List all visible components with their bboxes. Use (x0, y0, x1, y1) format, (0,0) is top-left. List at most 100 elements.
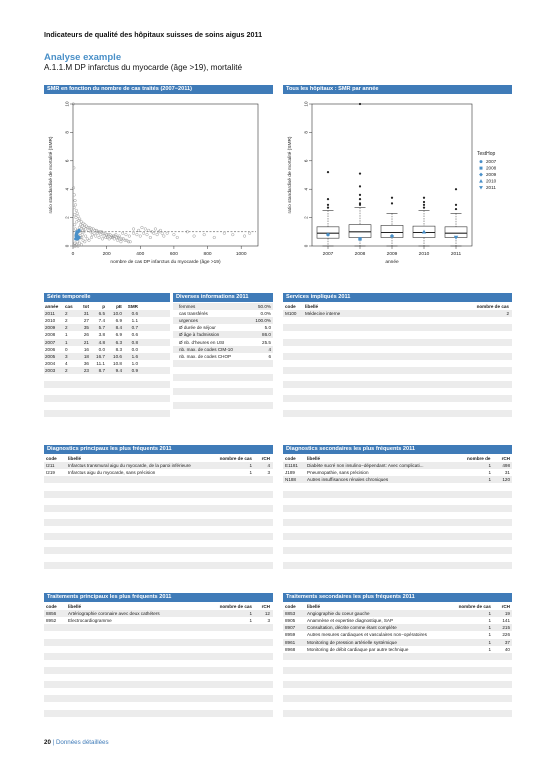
scatter-point (72, 166, 76, 170)
y-tick-label: 4 (304, 187, 309, 190)
table-cell: 27 (83, 318, 89, 324)
scatter-point (140, 225, 144, 230)
outlier-point (422, 200, 426, 204)
table-cell: 36 (83, 360, 89, 366)
scatter-point (84, 224, 89, 228)
scatter-point (72, 244, 76, 248)
column-header: nombre de cas (219, 456, 252, 461)
table-cell: I211 (46, 463, 55, 469)
table-cell: 8952 (46, 618, 57, 624)
outlier-point (454, 188, 458, 191)
table-row (44, 388, 170, 395)
scatter-point (78, 241, 82, 245)
scatter-point (100, 237, 104, 241)
scatter-point (231, 233, 235, 237)
table-cell: 1 (488, 639, 491, 645)
table-row (44, 518, 273, 526)
scatter-point (80, 224, 84, 228)
scatter-point (114, 233, 118, 237)
table-header-row: code libellé nombre de cas rCH (44, 603, 273, 610)
column-header: libellé (307, 456, 321, 461)
table-row (283, 483, 512, 490)
box (316, 226, 340, 239)
table-cell: 8907 (285, 625, 296, 631)
table-cell: 31 (504, 470, 510, 476)
scatter-point (90, 233, 94, 237)
table-row (283, 540, 512, 547)
table-cell: 1 (488, 646, 491, 652)
box (348, 224, 372, 238)
scatter-point (108, 233, 112, 237)
x-tick-label: 600 (170, 251, 178, 257)
table-row: 8856 Artériographie coronaire avec deux c… (44, 610, 273, 618)
outlier-point (326, 206, 330, 209)
table-header-row: code libellé nombre de cas rCH (283, 603, 512, 610)
scatter-point (89, 230, 93, 234)
serie-panel-title: Série temporelle (44, 293, 170, 302)
table-header-row: code libellé nombre de cas rCH (283, 455, 512, 462)
table-cell: Infarctus transmural aigu du myocarde, d… (68, 463, 191, 469)
table-cell: 8905 (285, 618, 296, 624)
scatter-point (175, 235, 179, 240)
page-footer: 20 | Données détaillées (44, 739, 109, 746)
table-row (283, 660, 512, 667)
scatter-point (73, 199, 77, 203)
table-row (283, 490, 512, 498)
table-row: M100 Médecine interne 2 (283, 310, 512, 318)
outlier-point (422, 196, 426, 199)
table-cell: Diabète sucré non insulino−dépendant: Av… (307, 463, 424, 469)
table-cell: 0.0 (98, 346, 105, 352)
table-cell: 6.3 (115, 339, 122, 345)
scatter-point (73, 223, 77, 227)
table-row (283, 554, 512, 561)
table-row: femmes 50.0% (173, 303, 273, 310)
table-row (283, 388, 512, 395)
scatter-point (102, 234, 106, 238)
table-cell: 2007 (45, 339, 56, 345)
scatter-point (75, 240, 79, 244)
table-row (283, 360, 512, 367)
table-row: 2005 3 18 16.7 10.6 1.6 (44, 352, 170, 360)
table-cell: 2 (65, 325, 68, 331)
table-cell: 0.0 (131, 346, 138, 352)
table-cell: 1 (249, 611, 252, 617)
table-header-row: code libellé nombre de cas rCH (44, 455, 273, 462)
table-row (283, 652, 512, 660)
outlier-point (454, 207, 458, 211)
table-cell: 10.8 (113, 360, 122, 366)
table-row (283, 338, 512, 346)
table-cell: 0.7 (131, 325, 138, 331)
column-header: code (46, 456, 57, 461)
table-cell: 16.7 (96, 353, 105, 359)
table-header-row: code libellé nombre de cas (283, 303, 512, 310)
table-row (44, 381, 170, 389)
outlier-point (326, 171, 330, 174)
table-row (283, 674, 512, 681)
table-cell: 2005 (45, 353, 56, 359)
table-cell: 4.8 (98, 339, 105, 345)
table-cell: cas transférés (179, 311, 208, 317)
table-cell: 1 (488, 625, 491, 631)
table-row: 2003 2 23 8.7 9.4 0.9 (44, 366, 170, 374)
outlier-point (358, 185, 362, 188)
scatter-point (125, 238, 129, 242)
table-row (44, 504, 273, 512)
scatter-point (118, 237, 122, 241)
outlier-point (390, 196, 394, 199)
scatter-point (185, 230, 189, 234)
table-row: 2008 1 26 3.8 6.9 0.6 (44, 331, 170, 338)
table-row (283, 526, 512, 533)
scatter-point (117, 234, 121, 238)
table-row: 8961 Monitoring de pression artérielle sy… (283, 638, 512, 646)
divers-panel-title: Diverses informations 2011 (173, 293, 273, 302)
legend-label: 2009 (486, 172, 497, 177)
table-cell: 8853 (285, 611, 296, 617)
table-cell: 0 (65, 346, 68, 352)
table-cell: Ø âge à l'admission (179, 332, 220, 338)
table-cell: Monitoring de débit cardiaque par autre … (307, 646, 409, 652)
table-cell: M100 (285, 311, 297, 317)
table-cell: Consultation, décrite comme étant complè… (307, 625, 397, 631)
trait-secondaire-panel-title: Traitements secondaires les plus fréquen… (283, 593, 512, 602)
table-row (283, 666, 512, 674)
scatter-chart: 0 2 4 6 8 10 0 200 400 600 800 1000 nombre de cas DP… (48, 101, 259, 265)
